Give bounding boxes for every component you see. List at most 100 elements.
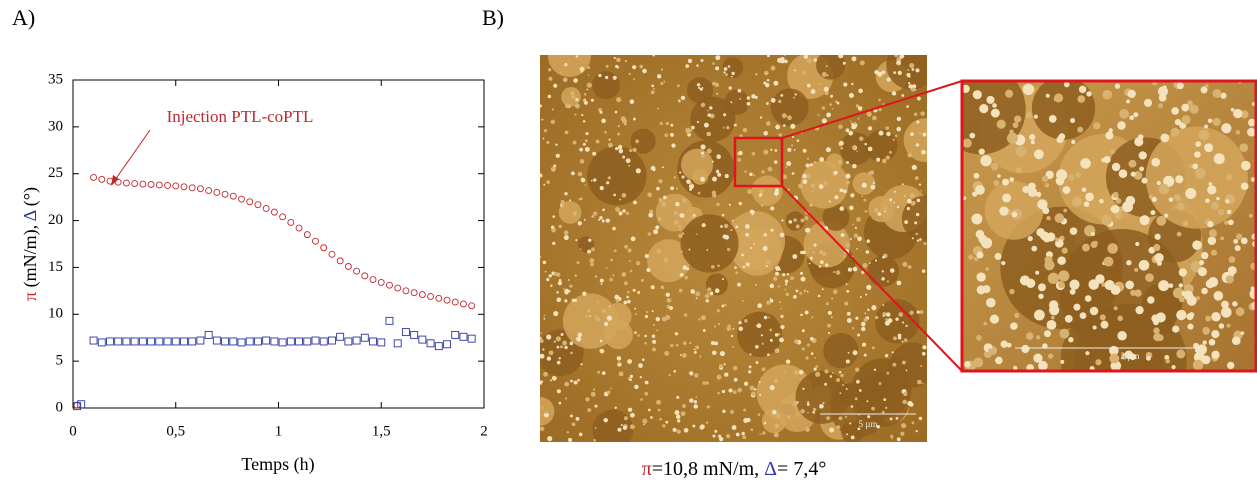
speck <box>629 149 633 153</box>
speck <box>919 238 922 241</box>
speck <box>979 103 989 114</box>
speck <box>1063 81 1070 88</box>
speck <box>767 353 770 357</box>
speck <box>921 382 924 385</box>
speck <box>558 401 562 405</box>
speck <box>568 199 571 202</box>
speck <box>659 417 662 421</box>
speck <box>765 82 770 88</box>
speck <box>599 278 604 283</box>
speck <box>819 250 824 255</box>
speck <box>779 269 782 271</box>
speck <box>838 124 843 130</box>
speck <box>567 279 570 281</box>
speck <box>878 382 882 386</box>
point <box>171 337 180 346</box>
speck <box>1037 199 1048 210</box>
speck <box>1033 114 1038 119</box>
speck <box>802 148 807 153</box>
speck <box>716 374 722 380</box>
speck <box>825 147 831 153</box>
speck <box>595 139 600 144</box>
speck <box>714 429 718 433</box>
speck <box>680 411 686 417</box>
speck <box>985 267 990 271</box>
speck <box>1204 84 1209 88</box>
speck <box>612 226 616 231</box>
speck <box>582 142 586 146</box>
speck <box>681 175 685 179</box>
speck <box>760 203 764 207</box>
speck <box>916 310 920 314</box>
speck <box>556 360 561 365</box>
speck <box>821 118 827 124</box>
speck <box>1141 177 1148 184</box>
speck <box>700 315 706 321</box>
speck <box>766 260 771 265</box>
speck <box>894 55 899 58</box>
speck <box>799 271 804 275</box>
speck <box>1000 340 1008 348</box>
speck <box>598 218 601 221</box>
speck <box>891 351 894 354</box>
speck <box>1081 187 1087 193</box>
speck <box>1143 98 1153 107</box>
speck <box>902 399 907 405</box>
speck <box>626 295 629 299</box>
speck <box>901 423 907 429</box>
speck <box>731 425 737 430</box>
speck <box>792 294 797 299</box>
speck <box>589 258 595 264</box>
point <box>369 337 377 346</box>
speck <box>1111 162 1121 172</box>
speck <box>623 416 629 421</box>
speck <box>758 381 761 384</box>
speck <box>560 333 564 336</box>
speck <box>975 185 985 195</box>
speck <box>1220 92 1227 99</box>
speck <box>784 283 788 286</box>
speck <box>858 389 862 392</box>
speck <box>1163 175 1175 187</box>
speck <box>730 101 733 104</box>
speck <box>868 171 872 175</box>
speck <box>766 102 769 105</box>
speck <box>748 370 752 374</box>
speck <box>561 203 565 207</box>
point <box>246 198 254 206</box>
speck <box>889 150 893 154</box>
speck <box>690 129 692 132</box>
speck <box>866 400 869 403</box>
speck <box>587 66 591 70</box>
speck <box>670 186 674 191</box>
speck <box>616 356 622 361</box>
speck <box>1114 83 1121 89</box>
point <box>311 336 320 345</box>
speck <box>569 284 573 288</box>
speck <box>687 58 693 64</box>
speck <box>895 416 899 420</box>
speck <box>696 64 699 67</box>
speck <box>866 239 871 243</box>
speck <box>628 164 631 167</box>
speck <box>918 132 922 135</box>
point <box>270 208 278 216</box>
label-part: π <box>642 458 652 480</box>
domain <box>722 57 744 79</box>
point <box>402 287 410 295</box>
speck <box>689 398 694 403</box>
speck <box>1090 231 1095 237</box>
speck <box>1069 227 1078 235</box>
speck <box>809 163 813 167</box>
speck <box>723 113 727 117</box>
speck <box>763 70 769 76</box>
speck <box>775 413 781 419</box>
speck <box>701 154 705 159</box>
speck <box>563 230 569 236</box>
speck <box>1197 267 1207 277</box>
speck <box>844 415 848 418</box>
speck <box>903 338 908 342</box>
speck <box>624 244 629 249</box>
speck <box>881 277 885 281</box>
speck <box>796 139 800 142</box>
